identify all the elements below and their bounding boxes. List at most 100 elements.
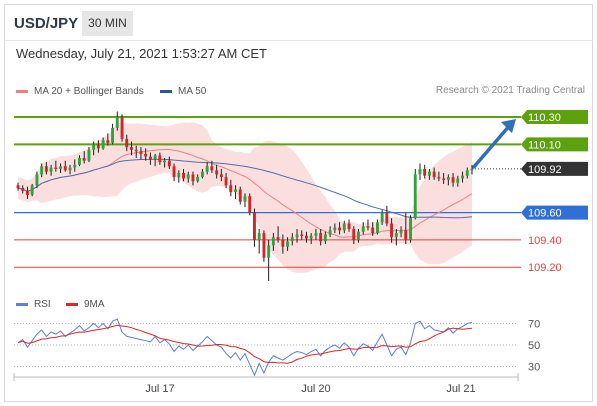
candle-body <box>191 174 195 182</box>
level-label-110-30: 110.30 <box>528 112 561 124</box>
candle-body <box>281 239 285 247</box>
level-label-110-10: 110.10 <box>528 139 561 151</box>
candle-body <box>380 212 384 223</box>
timeframe-button[interactable]: 30 MIN <box>82 11 133 36</box>
candle-body <box>253 212 256 240</box>
rsi-ma-line <box>17 324 473 364</box>
candle-body <box>352 229 356 240</box>
candle-body <box>290 237 294 242</box>
candle-body <box>390 223 393 238</box>
level-label-109-40: 109.40 <box>528 235 562 247</box>
candle-body <box>163 160 166 163</box>
legend-rsi: RSI <box>16 299 51 310</box>
candle-body <box>437 177 441 179</box>
candle-body <box>35 174 39 186</box>
candle-body <box>30 185 34 195</box>
candle-body <box>229 185 233 193</box>
candle-body <box>385 212 389 224</box>
candle-body <box>361 226 365 232</box>
forecast-arrow-head <box>501 119 516 134</box>
rsi-tick-70: 70 <box>528 318 540 330</box>
candle-body <box>115 117 119 128</box>
candle-body <box>120 117 124 139</box>
candle-body <box>276 237 280 240</box>
candle-body <box>404 230 408 240</box>
candle-body <box>432 171 436 178</box>
rsi-ma-label: 9MA <box>84 299 105 310</box>
rsi-label: RSI <box>34 299 51 310</box>
candle-body <box>305 235 308 239</box>
rsi-tick-30: 30 <box>528 362 540 374</box>
candle-body <box>470 168 474 171</box>
candle-body <box>376 222 379 234</box>
x-tick-label: Jul 21 <box>446 383 475 395</box>
candle-body <box>418 168 422 175</box>
rsi-tick-50: 50 <box>528 340 540 352</box>
ma50-line <box>17 158 473 219</box>
candle-body <box>63 166 67 171</box>
candle-body <box>238 189 242 202</box>
ma50-swatch <box>160 90 172 93</box>
level-tag-109-60 <box>521 205 588 220</box>
candle-body <box>442 178 446 180</box>
timestamp: Wednesday, July 21, 2021 1:53:27 AM CET <box>16 46 267 61</box>
candle-body <box>111 127 114 143</box>
candle-body <box>428 171 431 176</box>
candle-body <box>219 174 223 178</box>
candle-body <box>92 144 96 150</box>
candle-body <box>267 245 271 258</box>
symbol-label: USD/JPY <box>14 15 79 32</box>
candle-body <box>366 226 370 228</box>
candle-body <box>347 223 351 229</box>
candle-body <box>461 175 464 179</box>
credit-text: Research © 2021 Trading Central <box>435 85 585 96</box>
candle-body <box>26 190 29 195</box>
candle-body <box>394 233 398 238</box>
candle-body <box>446 177 450 180</box>
candle-body <box>319 233 323 242</box>
candle-body <box>106 140 110 143</box>
rsi-swatch <box>16 303 28 306</box>
ma20-swatch <box>16 90 28 93</box>
level-tag-110-10 <box>521 137 588 152</box>
ma50-label: MA 50 <box>178 86 207 97</box>
rsi-line <box>17 318 473 377</box>
candle-body <box>167 160 171 167</box>
candle-body <box>338 227 341 231</box>
candle-body <box>82 158 86 161</box>
legend-ma20: MA 20 + Bollinger Bands <box>16 86 144 97</box>
candle-body <box>371 227 375 234</box>
legend-rsi-ma: 9MA <box>66 299 105 310</box>
candle-body <box>314 233 318 236</box>
candle-body <box>172 166 176 178</box>
candle-body <box>224 177 228 186</box>
candle-body <box>409 218 412 240</box>
candle-body <box>130 147 133 150</box>
candle-body <box>271 237 275 246</box>
candle-body <box>44 166 48 172</box>
candle-body <box>357 231 360 240</box>
candle-body <box>328 230 332 235</box>
level-tag-109-92 <box>521 161 588 176</box>
candle-body <box>149 156 152 160</box>
level-label-109-92: 109.92 <box>528 164 562 176</box>
candle-body <box>243 196 247 202</box>
candle-body <box>68 167 72 171</box>
candle-body <box>323 234 327 242</box>
candle-body <box>196 177 200 182</box>
candle-body <box>158 155 162 163</box>
candle-body <box>177 173 181 178</box>
candle-body <box>139 151 143 154</box>
candle-body <box>182 173 185 179</box>
candle-body <box>49 167 53 172</box>
level-tag-110-30 <box>521 110 588 125</box>
level-label-109-60: 109.60 <box>528 208 562 220</box>
candle-body <box>144 153 148 157</box>
candle-body <box>125 138 129 148</box>
candle-body <box>78 158 81 165</box>
x-tick-label: Jul 17 <box>145 383 174 395</box>
candle-body <box>153 155 157 160</box>
candle-body <box>286 241 289 247</box>
candle-body <box>234 189 237 193</box>
